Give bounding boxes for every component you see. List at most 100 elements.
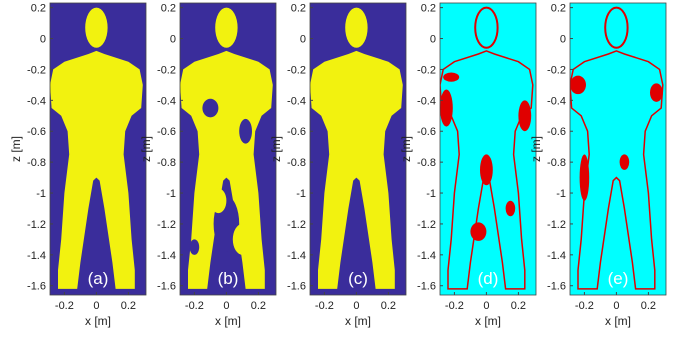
axes-frame [439,2,537,296]
y-tick-label: -0.2 [547,64,566,76]
panel-label: (e) [608,269,629,288]
y-tick-label: -0.2 [27,64,46,76]
y-tick-label: -1 [166,188,176,200]
x-axis-label: x [m] [215,314,241,328]
y-tick-label: 0.2 [421,3,436,15]
y-tick-label: -1.2 [417,219,436,231]
y-tick-label: -1 [296,188,306,200]
y-axis-label: z [m] [9,136,23,162]
y-tick-label: -0.8 [287,157,306,169]
y-tick-label: -1 [426,188,436,200]
x-tick-label: -0.2 [55,300,74,312]
y-tick-label: -1.4 [547,250,566,262]
y-tick-label: -1.6 [417,281,436,293]
x-tick-label: 0.2 [641,300,656,312]
y-tick-label: -0.6 [287,126,306,138]
y-tick-label: 0 [430,34,436,46]
silhouette-head [85,7,108,48]
axes-frame [179,2,277,296]
y-tick-label: -0.6 [547,126,566,138]
y-tick-label: -1.2 [287,219,306,231]
y-tick-label: 0.2 [31,3,46,15]
image [180,3,276,295]
error-blob [480,154,493,186]
noise-blob [202,98,219,118]
x-tick-label: 0 [223,300,229,312]
panel: 0.2 0 -0.2 -0.4 -0.6 -0.8 -1 -1.2 -1.4 -1.6 -0.2 0 0… [269,2,407,328]
x-tick-label: 0 [93,300,99,312]
error-blob [440,89,453,127]
x-tick-label: 0 [613,300,619,312]
error-head [604,6,629,49]
y-tick-label: -1.6 [547,281,566,293]
error-blob [650,83,663,102]
y-tick-label: -0.2 [417,64,436,76]
y-tick-label: -1 [36,188,46,200]
error-blob [518,100,532,132]
error-blob [443,72,460,82]
y-tick-label: 0 [40,34,46,46]
noise-blob [232,223,252,255]
error-blob [570,75,586,95]
y-tick-label: -1.2 [27,219,46,231]
x-tick-label: 0 [483,300,489,312]
panel-label: (a) [88,269,109,288]
x-axis-label: x [m] [475,314,501,328]
error-outline [570,50,664,290]
error-blob [470,222,487,241]
y-tick-label: 0.2 [551,3,566,15]
y-tick-label: -0.8 [157,157,176,169]
error-blob [579,154,590,201]
panel: 0.2 0 -0.2 -0.4 -0.6 -0.8 -1 -1.2 -1.4 -1.6 -0.2 0 0… [399,2,537,328]
error-head [474,6,499,49]
y-tick-label: -0.4 [27,95,46,107]
x-tick-label: -0.2 [185,300,204,312]
y-tick-label: -0.2 [287,64,306,76]
silhouette [310,50,403,289]
error-blob [505,200,516,217]
axes-frame [569,2,667,296]
y-tick-label: -1.2 [547,219,566,231]
axes-frame [49,2,147,296]
y-axis-label: z [m] [139,136,153,162]
y-axis-label: z [m] [399,136,413,162]
y-tick-label: -0.4 [417,95,436,107]
y-tick-label: -1.4 [157,250,176,262]
image [50,3,146,295]
y-tick-label: -0.8 [417,157,436,169]
axes-frame [309,2,407,296]
y-tick-label: -0.4 [157,95,176,107]
y-tick-label: -1.6 [157,281,176,293]
silhouette-head [215,7,238,48]
y-tick-label: 0 [170,34,176,46]
panel-label: (b) [218,269,239,288]
panel: 0.2 0 -0.2 -0.4 -0.6 -0.8 -1 -1.2 -1.4 -1.6 -0.2 0 0… [529,2,667,328]
y-tick-label: 0.2 [161,3,176,15]
y-tick-label: -0.2 [157,64,176,76]
x-axis-label: x [m] [85,314,111,328]
x-tick-label: -0.2 [445,300,464,312]
y-tick-label: 0.2 [291,3,306,15]
panel: 0.2 0 -0.2 -0.4 -0.6 -0.8 -1 -1.2 -1.4 -1.6 -0.2 0 0… [139,2,277,328]
panel-label: (c) [348,269,368,288]
x-tick-label: 0.2 [121,300,136,312]
y-tick-label: -0.8 [27,157,46,169]
panel: 0.2 0 -0.2 -0.4 -0.6 -0.8 -1 -1.2 -1.4 -1.6 -0.2 0 0… [9,2,147,328]
x-axis-label: x [m] [345,314,371,328]
noise-blob [210,188,227,214]
y-tick-label: -0.6 [27,126,46,138]
x-tick-label: 0.2 [251,300,266,312]
noise-blob [189,239,200,255]
y-tick-label: -1.4 [287,250,306,262]
x-tick-label: 0.2 [381,300,396,312]
y-tick-label: -1.4 [417,250,436,262]
noise-blob [239,118,253,144]
x-tick-label: 0 [353,300,359,312]
image [440,3,536,295]
y-tick-label: -1.2 [157,219,176,231]
panel-label: (d) [478,269,499,288]
y-tick-label: -1 [556,188,566,200]
y-tick-label: 0 [300,34,306,46]
y-tick-label: -1.6 [287,281,306,293]
